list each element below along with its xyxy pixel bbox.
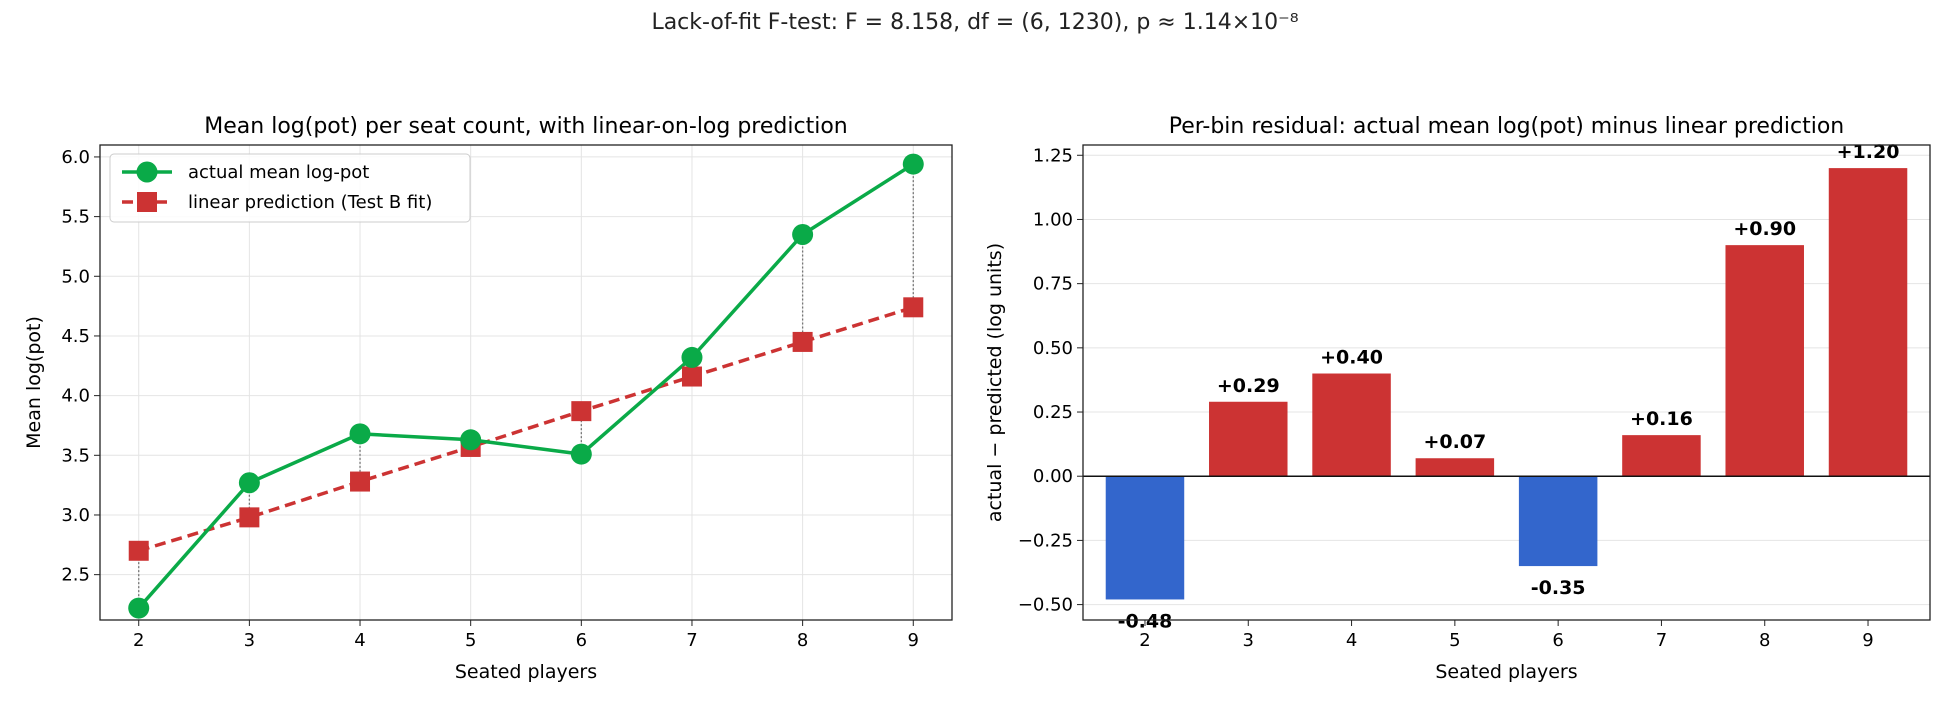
- residual-bar: [1312, 373, 1391, 477]
- y-tick-label: 5.5: [61, 207, 90, 228]
- x-tick-label: 4: [1346, 630, 1357, 651]
- x-tick-label: 3: [1243, 630, 1254, 651]
- plot-frame: [1082, 144, 1931, 621]
- bar-data-label: +0.07: [1423, 431, 1486, 453]
- y-tick-label: 4.5: [61, 326, 90, 347]
- prediction-point: [792, 331, 813, 352]
- y-tick-label: 3.0: [61, 505, 90, 526]
- x-tick-label: 2: [133, 630, 144, 651]
- actual-point: [570, 443, 592, 465]
- actual-point: [460, 429, 482, 451]
- x-tick-label: 9: [1862, 630, 1873, 651]
- x-tick-label: 8: [797, 630, 808, 651]
- x-tick-label: 7: [686, 630, 697, 651]
- plot-frame: [99, 144, 953, 621]
- y-tick-label: −0.25: [1018, 530, 1073, 551]
- residual-bar: [1415, 458, 1495, 477]
- x-tick-label: 6: [1552, 630, 1563, 651]
- actual-point: [349, 423, 371, 445]
- x-tick-label: 7: [1656, 630, 1667, 651]
- bar-data-label: +1.20: [1837, 141, 1900, 163]
- prediction-point: [128, 540, 149, 561]
- legend: actual mean log-pot linear prediction (Te…: [109, 153, 471, 223]
- residual-bar: [1828, 168, 1908, 477]
- actual-point: [792, 224, 814, 246]
- x-tick-label: 4: [354, 630, 365, 651]
- x-tick-label: 5: [1449, 630, 1460, 651]
- x-tick-label: 2: [1139, 630, 1150, 651]
- bar-data-label: +0.29: [1217, 375, 1280, 397]
- x-axis-label: Seated players: [455, 661, 597, 683]
- residual-bar: [1622, 435, 1701, 477]
- legend-box: [109, 153, 471, 223]
- x-tick-label: 8: [1759, 630, 1770, 651]
- prediction-point: [681, 366, 702, 387]
- bar-data-label: +0.90: [1733, 218, 1796, 240]
- prediction-point: [239, 507, 260, 528]
- line-chart: Mean log(pot) per seat count, with linea…: [23, 114, 953, 683]
- y-axis-label: actual − predicted (log units): [984, 243, 1006, 522]
- chart-title: Mean log(pot) per seat count, with linea…: [204, 114, 847, 139]
- x-tick-label: 9: [908, 630, 919, 651]
- y-tick-label: 3.5: [61, 445, 90, 466]
- actual-point: [128, 597, 150, 619]
- bar-data-label: -0.35: [1531, 577, 1586, 599]
- y-tick-label: 5.0: [61, 266, 90, 287]
- figure-suptitle: Lack-of-fit F-test: F = 8.158, df = (6, …: [651, 10, 1299, 35]
- y-tick-label: −0.50: [1018, 595, 1073, 616]
- legend-marker-actual: [136, 161, 158, 183]
- legend-label-actual: actual mean log-pot: [188, 162, 369, 183]
- actual-point: [902, 153, 924, 175]
- x-axis-label: Seated players: [1435, 661, 1577, 683]
- residual-bar: [1518, 476, 1598, 567]
- y-tick-label: 2.5: [61, 565, 90, 586]
- prediction-point: [571, 401, 592, 422]
- actual-point: [238, 472, 260, 494]
- residual-bar: [1105, 476, 1185, 600]
- residual-bar-chart: Per-bin residual: actual mean log(pot) m…: [984, 114, 1931, 683]
- series-line-actual: [137, 162, 915, 610]
- actual-point: [681, 346, 703, 368]
- y-tick-label: 0.00: [1033, 466, 1073, 487]
- legend-label-prediction: linear prediction (Test B fit): [188, 192, 432, 213]
- y-tick-label: 1.25: [1033, 145, 1073, 166]
- prediction-point: [350, 471, 371, 492]
- legend-marker-prediction: [137, 192, 157, 212]
- bar-data-label: +0.16: [1630, 408, 1693, 430]
- y-tick-label: 4.0: [61, 386, 90, 407]
- y-tick-label: 0.50: [1033, 338, 1073, 359]
- x-tick-label: 6: [576, 630, 587, 651]
- y-tick-label: 6.0: [61, 147, 90, 168]
- chart-title: Per-bin residual: actual mean log(pot) m…: [1169, 114, 1845, 139]
- prediction-point: [903, 297, 924, 318]
- y-tick-label: 0.25: [1033, 402, 1073, 423]
- residual-bar: [1725, 245, 1804, 477]
- bar-data-label: +0.40: [1320, 347, 1383, 369]
- x-tick-label: 5: [465, 630, 476, 651]
- y-tick-label: 0.75: [1033, 274, 1073, 295]
- residual-bar: [1209, 401, 1288, 477]
- x-tick-label: 3: [244, 630, 255, 651]
- y-tick-label: 1.00: [1033, 209, 1073, 230]
- y-axis-label: Mean log(pot): [23, 316, 45, 449]
